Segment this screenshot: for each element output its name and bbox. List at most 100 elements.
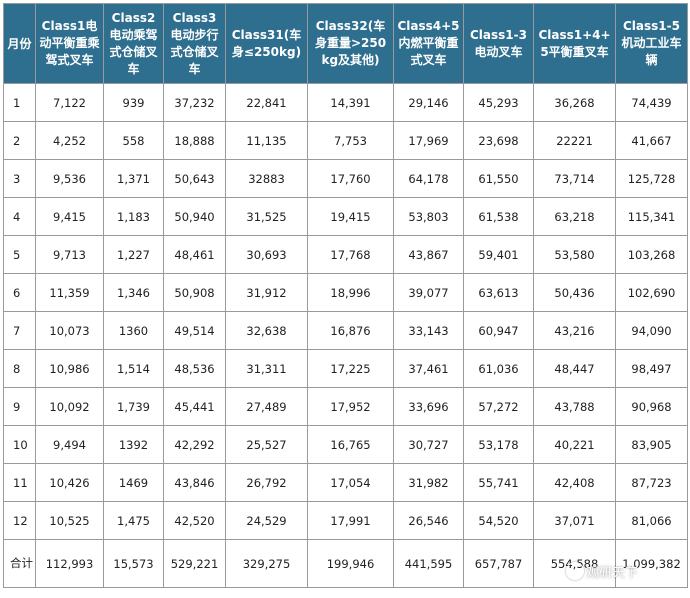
value-cell: 115,341 — [615, 197, 688, 236]
value-cell: 50,940 — [163, 197, 226, 236]
table-row: 5 9,713 1,227 48,461 30,693 17,768 43,867 59,40… — [3, 235, 688, 274]
value-cell: 73,714 — [533, 159, 616, 198]
value-cell: 50,643 — [163, 159, 226, 198]
table-row: 11 10,426 1469 43,846 26,792 17,054 31,982 55,7… — [3, 463, 688, 502]
value-cell: 39,077 — [393, 273, 464, 312]
month-cell: 2 — [3, 121, 36, 160]
value-cell: 7,122 — [35, 83, 104, 122]
value-cell: 17,952 — [307, 387, 394, 426]
value-cell: 30,693 — [225, 235, 308, 274]
header-class1-3: Class1-3电动叉车 — [463, 3, 534, 84]
value-cell: 48,461 — [163, 235, 226, 274]
month-cell: 10 — [3, 425, 36, 464]
value-cell: 55,741 — [463, 463, 534, 502]
header-class3: Class3电动步行式仓储叉车 — [163, 3, 226, 84]
value-cell: 43,846 — [163, 463, 226, 502]
value-cell: 17,969 — [393, 121, 464, 160]
table-row: 7 10,073 1360 49,514 32,638 16,876 33,143 60,94… — [3, 311, 688, 350]
value-cell: 10,092 — [35, 387, 104, 426]
value-cell: 1,346 — [103, 273, 164, 312]
value-cell: 83,905 — [615, 425, 688, 464]
value-cell: 4,252 — [35, 121, 104, 160]
value-cell: 43,788 — [533, 387, 616, 426]
month-cell: 合计 — [3, 539, 36, 588]
value-cell: 74,439 — [615, 83, 688, 122]
value-cell: 42,520 — [163, 501, 226, 540]
value-cell: 1392 — [103, 425, 164, 464]
value-cell: 54,520 — [463, 501, 534, 540]
value-cell: 1,514 — [103, 349, 164, 388]
header-class32: Class32(车身重量>250kg及其他) — [307, 3, 394, 84]
value-cell: 37,071 — [533, 501, 616, 540]
value-cell: 25,527 — [225, 425, 308, 464]
value-cell: 22,841 — [225, 83, 308, 122]
value-cell: 31,525 — [225, 197, 308, 236]
header-class1-4-5: Class1+4+5平衡重叉车 — [533, 3, 616, 84]
value-cell: 81,066 — [615, 501, 688, 540]
month-cell: 7 — [3, 311, 36, 350]
header-class31: Class31(车身≤250kg) — [225, 3, 308, 84]
value-cell: 10,426 — [35, 463, 104, 502]
table-body: 1 7,122 939 37,232 22,841 14,391 29,146 45,293 3… — [3, 83, 688, 588]
value-cell: 59,401 — [463, 235, 534, 274]
value-cell: 558 — [103, 121, 164, 160]
value-cell: 61,538 — [463, 197, 534, 236]
value-cell: 23,698 — [463, 121, 534, 160]
logo-circle-icon — [566, 562, 584, 580]
value-cell: 17,054 — [307, 463, 394, 502]
month-cell: 12 — [3, 501, 36, 540]
header-class2: Class2电动乘驾式仓储叉车 — [103, 3, 164, 84]
value-cell: 103,268 — [615, 235, 688, 274]
value-cell: 27,489 — [225, 387, 308, 426]
value-cell: 17,760 — [307, 159, 394, 198]
value-cell: 14,391 — [307, 83, 394, 122]
value-cell: 32,638 — [225, 311, 308, 350]
value-cell: 33,696 — [393, 387, 464, 426]
value-cell: 657,787 — [463, 539, 534, 588]
value-cell: 48,536 — [163, 349, 226, 388]
value-cell: 102,690 — [615, 273, 688, 312]
value-cell: 26,546 — [393, 501, 464, 540]
header-row: 月份 Class1电动平衡重乘驾式叉车 Class2电动乘驾式仓储叉车 Clas… — [3, 3, 688, 84]
table-row: 2 4,252 558 18,888 11,135 7,753 17,969 23,698 22… — [3, 121, 688, 160]
value-cell: 63,218 — [533, 197, 616, 236]
value-cell: 18,888 — [163, 121, 226, 160]
value-cell: 15,573 — [103, 539, 164, 588]
value-cell: 37,232 — [163, 83, 226, 122]
month-cell: 11 — [3, 463, 36, 502]
table-row: 8 10,986 1,514 48,536 31,311 17,225 37,461 61,0… — [3, 349, 688, 388]
value-cell: 32883 — [225, 159, 308, 198]
table-row: 10 9,494 1392 42,292 25,527 16,765 30,727 53,17… — [3, 425, 688, 464]
value-cell: 10,073 — [35, 311, 104, 350]
header-class4-5: Class4+5内燃平衡重式叉车 — [393, 3, 464, 84]
value-cell: 1,739 — [103, 387, 164, 426]
value-cell: 45,441 — [163, 387, 226, 426]
value-cell: 94,090 — [615, 311, 688, 350]
value-cell: 30,727 — [393, 425, 464, 464]
table-row: 3 9,536 1,371 50,643 32883 17,760 64,178 61,550… — [3, 159, 688, 198]
month-cell: 1 — [3, 83, 36, 122]
value-cell: 17,225 — [307, 349, 394, 388]
value-cell: 87,723 — [615, 463, 688, 502]
header-month: 月份 — [3, 3, 36, 84]
value-cell: 31,912 — [225, 273, 308, 312]
value-cell: 10,525 — [35, 501, 104, 540]
value-cell: 42,292 — [163, 425, 226, 464]
watermark-text: 观研天下 — [586, 566, 639, 581]
month-cell: 8 — [3, 349, 36, 388]
table-row: 4 9,415 1,183 50,940 31,525 19,415 53,803 61,53… — [3, 197, 688, 236]
value-cell: 9,415 — [35, 197, 104, 236]
value-cell: 61,550 — [463, 159, 534, 198]
value-cell: 9,713 — [35, 235, 104, 274]
value-cell: 31,311 — [225, 349, 308, 388]
value-cell: 53,803 — [393, 197, 464, 236]
table-row: 12 10,525 1,475 42,520 24,529 17,991 26,546 54,… — [3, 501, 688, 540]
value-cell: 29,146 — [393, 83, 464, 122]
value-cell: 17,768 — [307, 235, 394, 274]
value-cell: 9,536 — [35, 159, 104, 198]
value-cell: 50,908 — [163, 273, 226, 312]
value-cell: 22221 — [533, 121, 616, 160]
value-cell: 125,728 — [615, 159, 688, 198]
value-cell: 11,135 — [225, 121, 308, 160]
value-cell: 1,475 — [103, 501, 164, 540]
